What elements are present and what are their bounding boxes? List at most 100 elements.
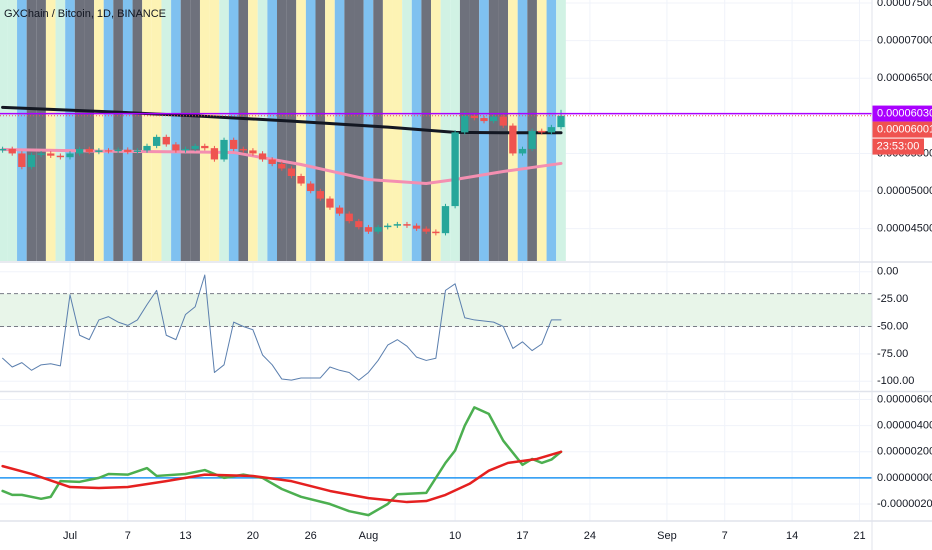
candle-body	[499, 116, 507, 126]
candle-body	[518, 148, 527, 154]
x-tick-label: 7	[125, 530, 131, 542]
background-stripe	[238, 0, 249, 261]
background-stripe	[199, 0, 210, 261]
background-stripe	[94, 0, 104, 261]
candle-body	[268, 159, 276, 164]
background-stripe	[209, 0, 220, 261]
y-tick-label: 0.00000200	[877, 446, 932, 458]
background-stripe	[45, 0, 56, 261]
candle-body	[307, 183, 315, 192]
background-stripe	[334, 0, 345, 261]
background-stripe	[0, 0, 8, 261]
background-stripe	[373, 0, 383, 261]
candle-body	[412, 225, 421, 229]
candle-body	[547, 127, 556, 133]
background-stripe	[84, 0, 95, 261]
candle-body	[374, 227, 382, 232]
y-tick-label: -25.00	[877, 293, 908, 305]
background-stripe	[479, 0, 489, 261]
candle-body	[470, 115, 479, 119]
x-tick-label: 10	[449, 530, 461, 542]
candle-body	[37, 153, 45, 155]
candle-body	[152, 136, 161, 146]
background-stripe	[325, 0, 335, 261]
candle-body	[403, 224, 411, 226]
band-fill	[0, 293, 872, 327]
candle-body	[335, 207, 344, 214]
candle-body	[230, 139, 238, 149]
background-stripe	[161, 0, 172, 261]
x-tick-label: 17	[516, 530, 528, 542]
y-tick-label: 0.00000000	[877, 472, 932, 484]
background-stripe	[248, 0, 258, 261]
candle-body	[326, 198, 334, 208]
candle-body	[249, 150, 257, 154]
countdown-label: 23:53:00	[877, 140, 920, 152]
candle-body	[143, 145, 151, 151]
background-stripe	[305, 0, 316, 261]
y-tick-label: 0.00007000	[877, 35, 932, 47]
pane	[0, 274, 872, 381]
candle-body	[393, 224, 402, 226]
background-stripe	[556, 0, 566, 261]
candle-body	[451, 132, 459, 207]
background-stripe	[228, 0, 239, 261]
countdown-box	[872, 138, 924, 155]
candle-body	[316, 191, 324, 199]
background-stripe	[65, 0, 75, 261]
y-tick-label: -0.00000200	[877, 498, 932, 510]
pane	[0, 0, 566, 261]
background-stripe	[257, 0, 268, 261]
candle-body	[201, 145, 209, 149]
candle-body	[239, 148, 247, 151]
candle-body	[345, 213, 353, 222]
candle-body	[104, 150, 113, 152]
background-stripe	[344, 0, 355, 261]
candle-body	[528, 130, 536, 149]
background-stripe	[17, 0, 27, 261]
x-tick-label: 26	[305, 530, 317, 542]
candle-body	[220, 139, 228, 160]
price-label: 0.00006030	[877, 107, 932, 119]
background-stripe	[55, 0, 66, 261]
background-stripe	[363, 0, 374, 261]
candle-body	[538, 130, 546, 133]
candle-body	[8, 148, 16, 154]
x-tick-label: 24	[584, 530, 596, 542]
background-stripe	[392, 0, 403, 261]
candle-body	[489, 116, 498, 122]
candle-body	[355, 221, 363, 228]
background-stripe	[180, 0, 191, 261]
chart-title: GXChain / Bitcoin, 1D, BINANCE	[4, 8, 166, 20]
background-stripe	[498, 0, 509, 261]
background-stripe	[36, 0, 46, 261]
background-stripe	[113, 0, 123, 261]
y-tick-label: 0.00004500	[877, 223, 932, 235]
background-stripe	[469, 0, 480, 261]
candle-body	[461, 115, 469, 133]
background-stripe	[354, 0, 364, 261]
x-tick-label: 14	[786, 530, 798, 542]
background-stripe	[151, 0, 162, 261]
x-tick-label: 13	[179, 530, 191, 542]
candle-body	[162, 136, 170, 145]
y-tick-label: 0.00000400	[877, 420, 932, 432]
candle-body	[0, 148, 7, 151]
candle-body	[56, 155, 65, 158]
candle-body	[422, 228, 430, 232]
y-tick-label: 0.00007500	[877, 0, 932, 9]
background-stripe	[267, 0, 277, 261]
candle-body	[181, 148, 190, 151]
y-tick-label: -100.00	[877, 375, 914, 387]
background-stripe	[171, 0, 181, 261]
candle-body	[441, 206, 450, 234]
candle-body	[27, 154, 36, 167]
background-stripe	[103, 0, 114, 261]
price-label: 0.00006001	[877, 123, 932, 135]
background-stripe	[26, 0, 37, 261]
candle-body	[509, 125, 517, 154]
candle-body	[18, 153, 26, 167]
candle-body	[364, 227, 373, 232]
x-tick-label: 21	[853, 530, 865, 542]
